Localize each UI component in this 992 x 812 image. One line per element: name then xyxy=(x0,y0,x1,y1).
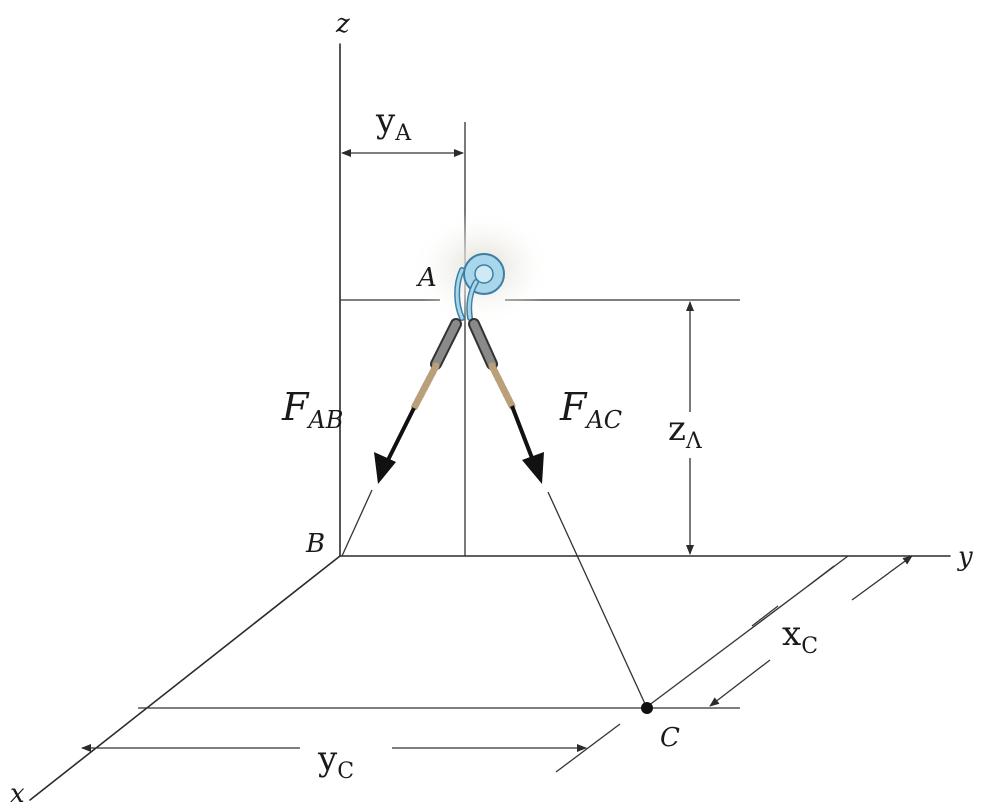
dimension-label-za-sub: Λ xyxy=(685,429,703,454)
rope-ab xyxy=(374,318,462,484)
dimension-yc-ext-right xyxy=(555,723,621,773)
point-label-a: A xyxy=(416,263,437,293)
force-ac-arrowhead xyxy=(522,452,544,484)
dimension-label-xc-main: x xyxy=(782,614,801,654)
point-label-b: B xyxy=(305,529,325,559)
rope-ac xyxy=(468,318,544,484)
axis-label-y: y xyxy=(957,542,973,572)
dimension-label-za: zΛ xyxy=(668,409,703,454)
force-label-fab-sub: AB xyxy=(306,406,343,434)
force-label-fac-main: F xyxy=(559,385,588,429)
cable-line-ac xyxy=(547,491,647,707)
dimension-xc-arrow-top xyxy=(851,555,913,601)
dimension-label-yc-main: y xyxy=(317,739,338,779)
axis-label-z: z xyxy=(335,9,350,39)
dimension-label-za-main: z xyxy=(668,409,686,449)
dimension-label-ya: yA xyxy=(375,101,412,146)
force-ab-arrowhead xyxy=(374,452,396,484)
force-label-fac-sub: AC xyxy=(584,406,622,434)
dimension-label-ya-main: y xyxy=(375,101,396,141)
dimension-label-ya-sub: A xyxy=(394,121,412,146)
point-label-c: C xyxy=(660,723,680,753)
cable-line-ab xyxy=(341,489,373,557)
dimension-label-yc: yC xyxy=(317,739,354,784)
force-label-fac: FAC xyxy=(559,385,622,434)
force-label-fab-main: F xyxy=(281,385,310,429)
force-label-fab: FAB xyxy=(281,385,343,434)
dimension-label-xc: xC xyxy=(782,614,818,659)
point-c-dot xyxy=(641,702,653,714)
dimension-xc-ext-2 xyxy=(751,605,779,627)
dimension-label-yc-sub: C xyxy=(337,759,354,784)
dimension-label-xc-sub: C xyxy=(801,634,818,659)
axis-label-x: x xyxy=(10,779,25,809)
hook-icon xyxy=(410,210,554,326)
x-axis xyxy=(29,555,341,801)
dimension-xc-arrow-bottom xyxy=(709,659,771,707)
dimension-xc-ext-1 xyxy=(807,565,835,587)
